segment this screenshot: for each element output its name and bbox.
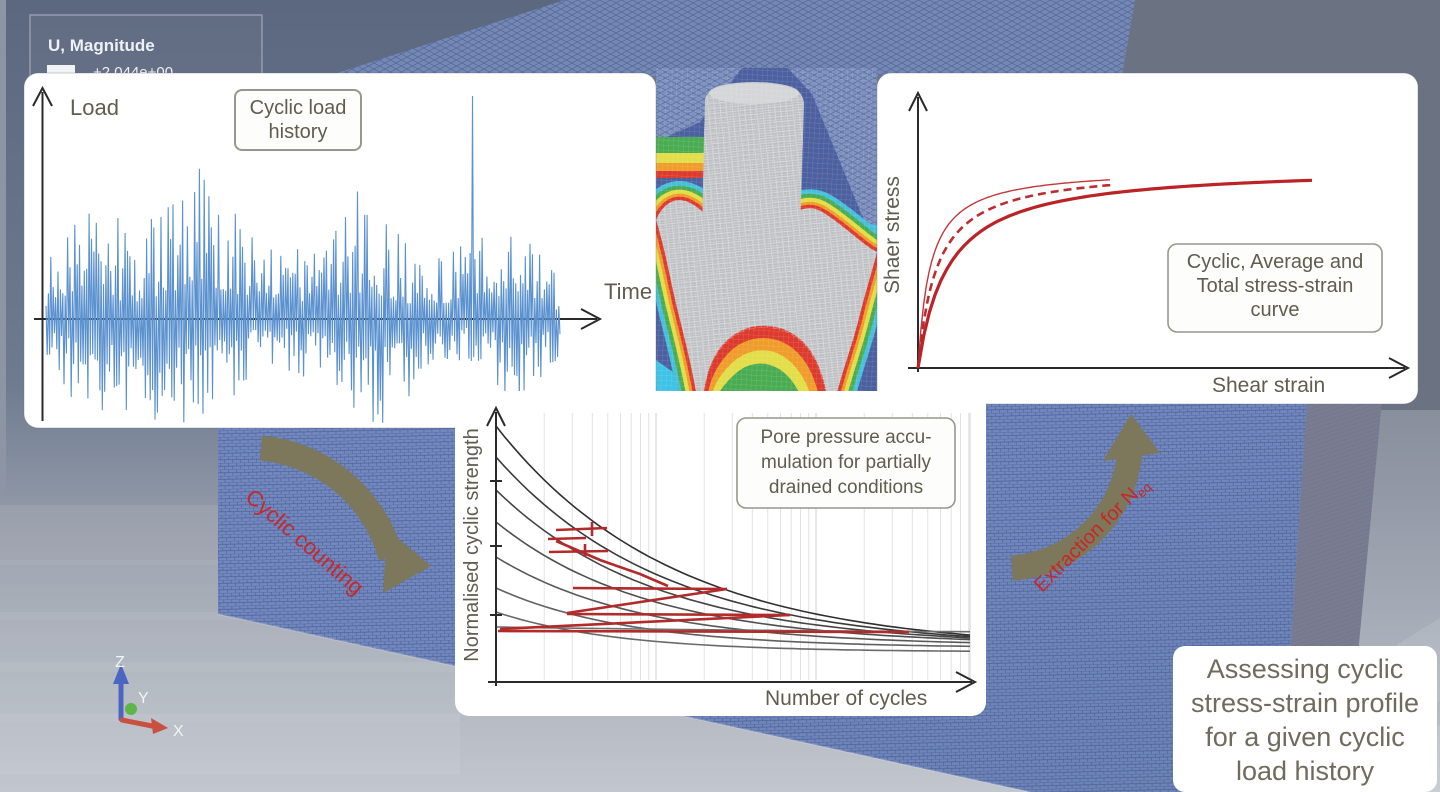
svg-text:Y: Y [138,690,149,707]
svg-text:Cyclic, Average and: Cyclic, Average and [1187,251,1363,273]
svg-text:Assessing cyclic: Assessing cyclic [1207,654,1404,684]
svg-text:curve: curve [1251,299,1300,321]
svg-text:U, Magnitude: U, Magnitude [48,36,155,55]
svg-text:Pore pressure accu-: Pore pressure accu- [760,427,931,448]
svg-text:Time: Time [604,279,652,304]
svg-text:Z: Z [115,654,125,671]
svg-text:stress-strain profile: stress-strain profile [1191,688,1419,718]
svg-text:Load: Load [70,95,119,120]
svg-text:history: history [269,121,328,143]
svg-text:Total stress-strain: Total stress-strain [1197,275,1354,297]
svg-text:Shaer stress: Shaer stress [881,176,904,294]
svg-text:drained conditions: drained conditions [769,477,923,498]
svg-text:X: X [173,723,184,740]
svg-text:mulation for partially: mulation for partially [761,452,932,473]
svg-text:Shear strain: Shear strain [1212,374,1325,397]
svg-text:Number of cycles: Number of cycles [765,687,927,710]
svg-text:Cyclic load: Cyclic load [250,97,347,119]
svg-text:for a given cyclic: for a given cyclic [1205,722,1405,752]
svg-text:Normalised cyclic strength: Normalised cyclic strength [461,428,483,661]
svg-text:load history: load history [1236,756,1375,786]
